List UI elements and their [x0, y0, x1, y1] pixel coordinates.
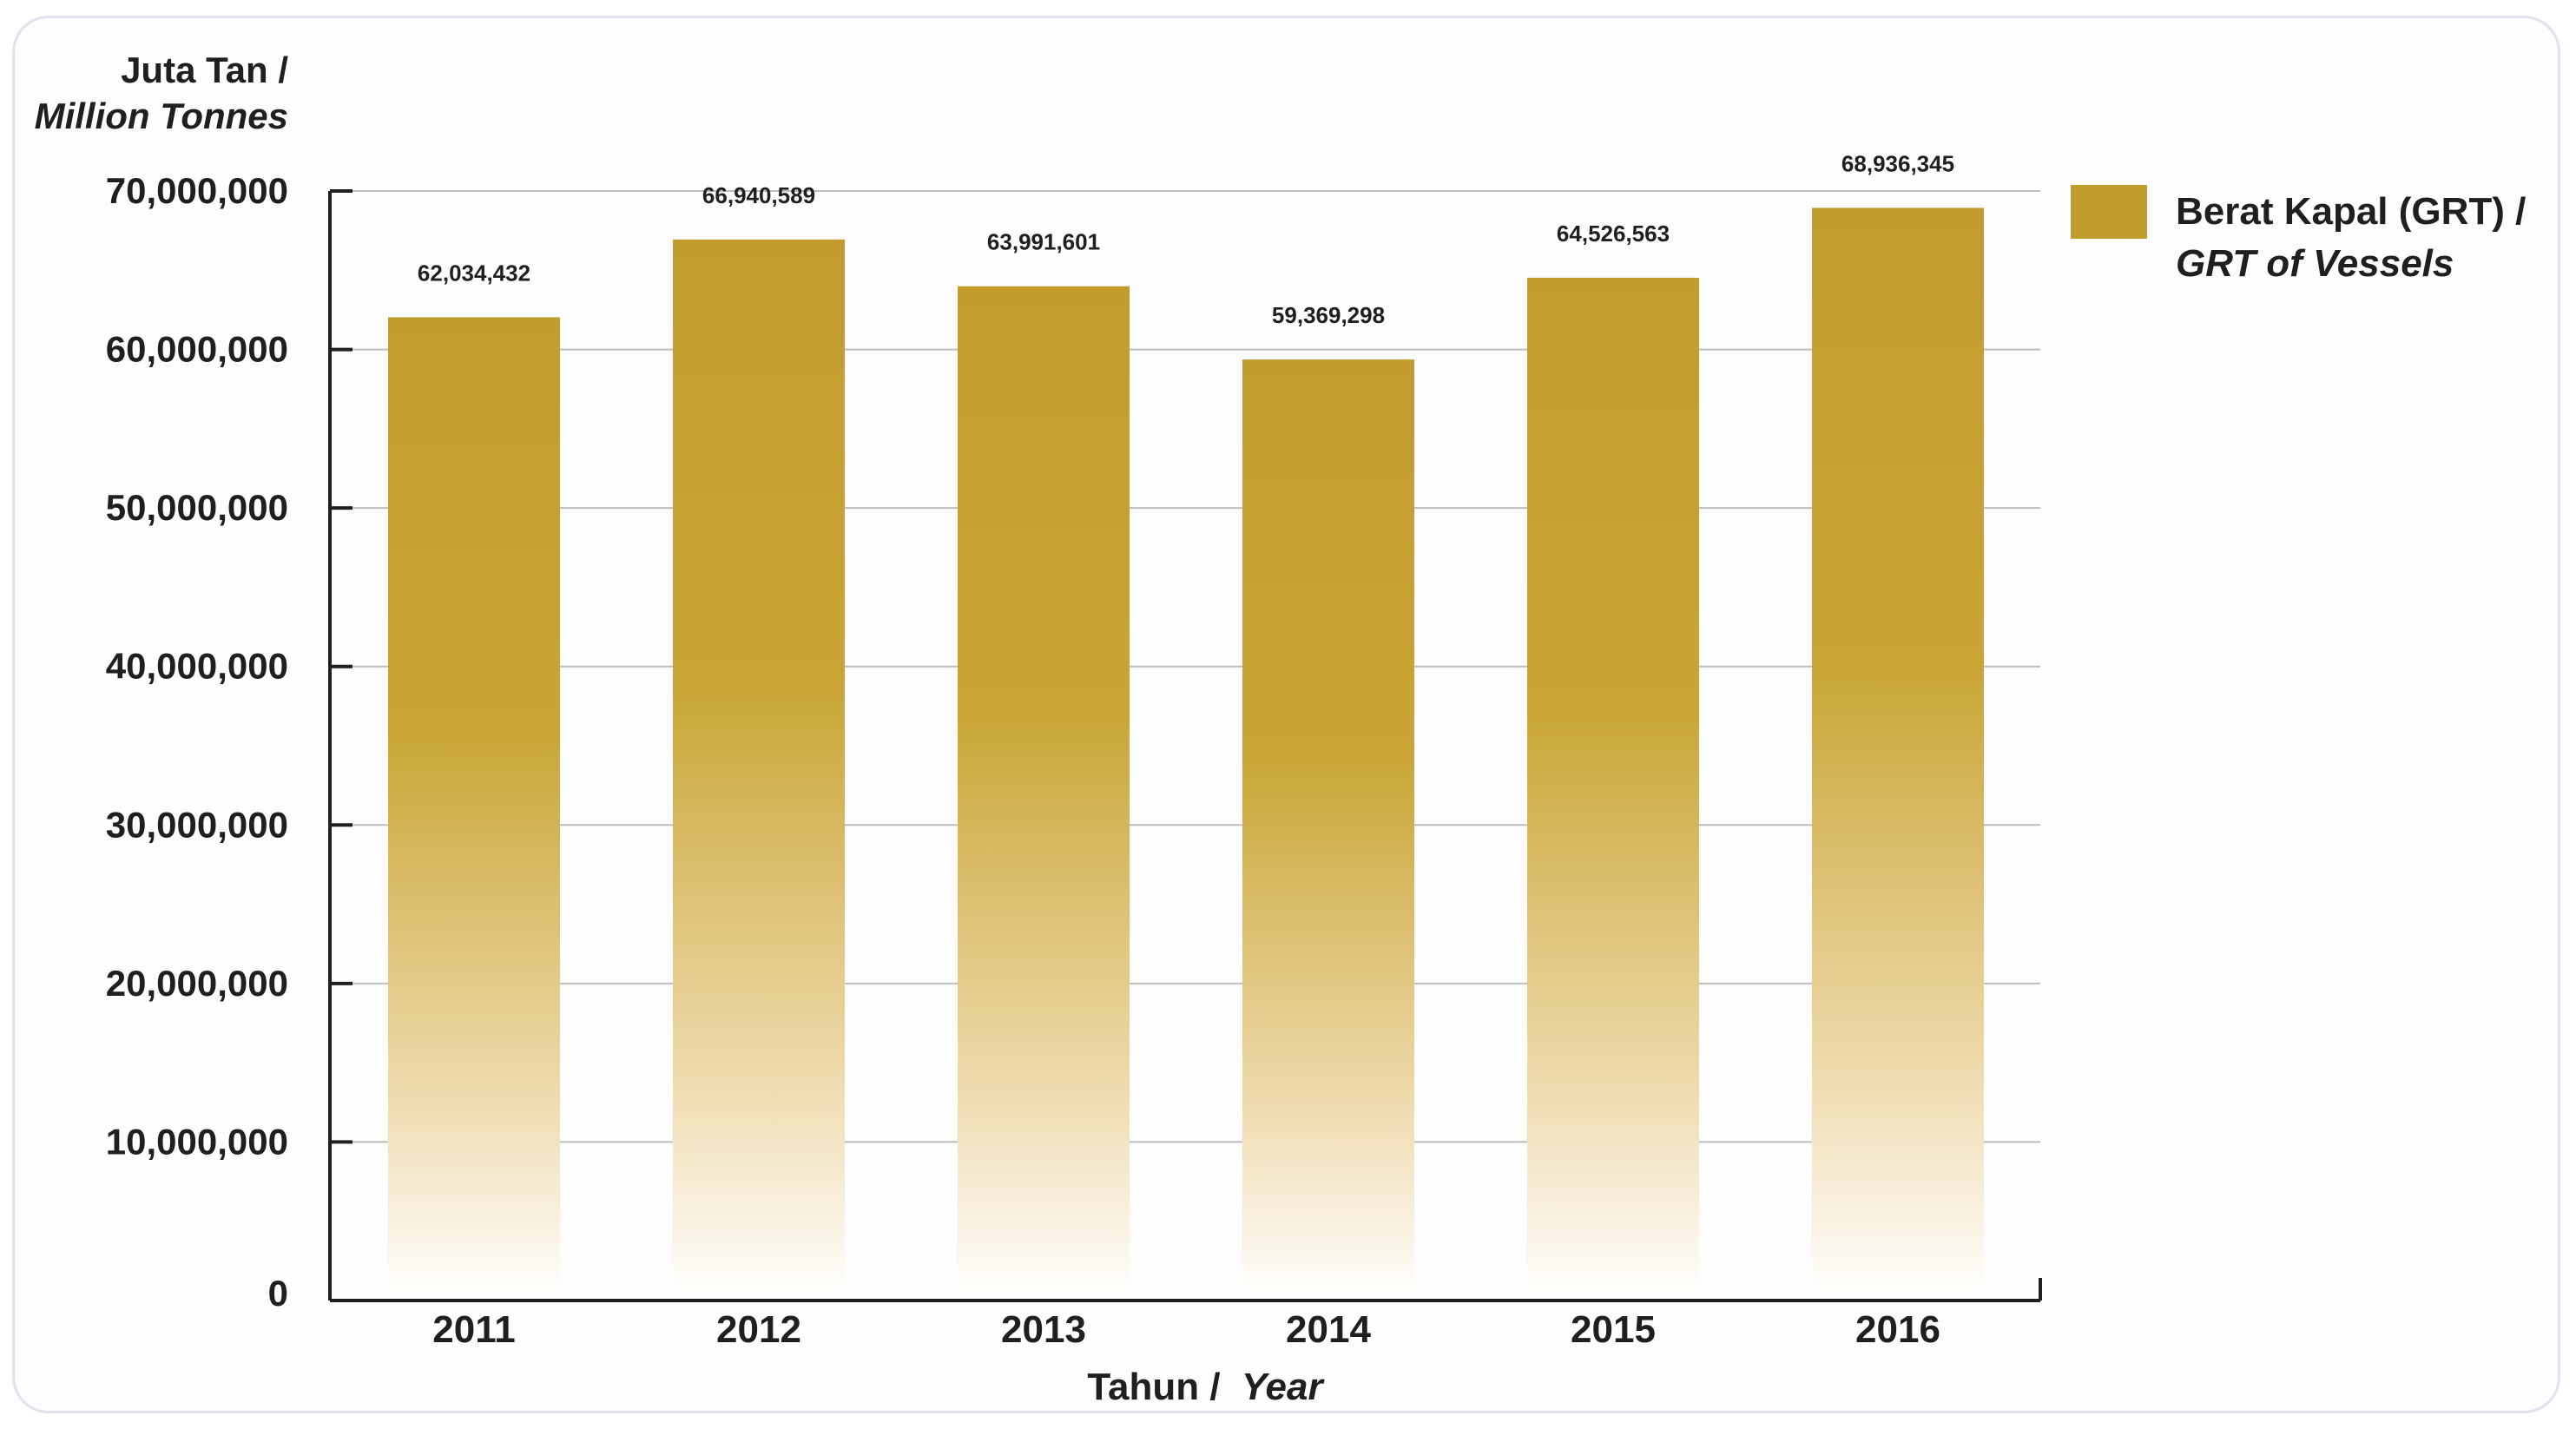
data-label-2016: 68,936,345: [1841, 150, 1954, 176]
y-axis-title-line2: Million Tonnes: [35, 95, 288, 136]
x-tick-label-2015: 2015: [1571, 1308, 1656, 1351]
bar-2013: [958, 286, 1130, 1301]
axes: [328, 189, 2042, 1302]
y-axis-title-line1: Juta Tan /: [121, 49, 288, 90]
bar-2015: [1527, 277, 1699, 1301]
x-tick-label-2013: 2013: [1001, 1308, 1086, 1351]
y-tick-label: 20,000,000: [106, 963, 288, 1004]
bars: [388, 207, 1984, 1301]
legend-label-line1: Berat Kapal (GRT) /: [2176, 190, 2526, 233]
tick-labels: 0 10,000,000 20,000,000 30,000,000 40,000,00…: [106, 170, 1940, 1351]
legend: Berat Kapal (GRT) / GRT of Vessels: [2071, 185, 2526, 285]
legend-swatch: [2071, 185, 2147, 239]
y-tick-label: 40,000,000: [106, 646, 288, 687]
data-labels: 62,034,432 66,940,589 63,991,601 59,369,298…: [418, 150, 1954, 328]
y-tick-label: 50,000,000: [106, 487, 288, 528]
data-label-2013: 63,991,601: [987, 229, 1100, 255]
y-tick-label: 70,000,000: [106, 170, 288, 211]
data-label-2015: 64,526,563: [1557, 221, 1670, 247]
y-tick-label: 30,000,000: [106, 804, 288, 845]
y-tick-label: 60,000,000: [106, 329, 288, 370]
y-tick-label: 10,000,000: [106, 1121, 288, 1162]
x-tick-label-2014: 2014: [1286, 1308, 1371, 1351]
data-label-2012: 66,940,589: [702, 182, 815, 208]
bar-2014: [1242, 359, 1414, 1301]
bar-2011: [388, 317, 560, 1301]
data-label-2011: 62,034,432: [418, 260, 530, 286]
legend-label-line2: GRT of Vessels: [2176, 242, 2454, 285]
x-axis-title-main: Tahun /: [1087, 1366, 1220, 1408]
x-axis-title-italic: Year: [1242, 1366, 1326, 1408]
data-label-2014: 59,369,298: [1272, 302, 1385, 328]
x-tick-label-2011: 2011: [432, 1308, 515, 1351]
x-axis-title: Tahun / Year: [1087, 1366, 1325, 1408]
bar-2012: [673, 239, 845, 1301]
grid-lines: [330, 190, 2040, 1143]
bar-2016: [1812, 207, 1984, 1301]
x-tick-label-2012: 2012: [716, 1308, 801, 1351]
x-tick-label-2016: 2016: [1855, 1308, 1940, 1351]
y-tick-label: 0: [268, 1273, 288, 1314]
